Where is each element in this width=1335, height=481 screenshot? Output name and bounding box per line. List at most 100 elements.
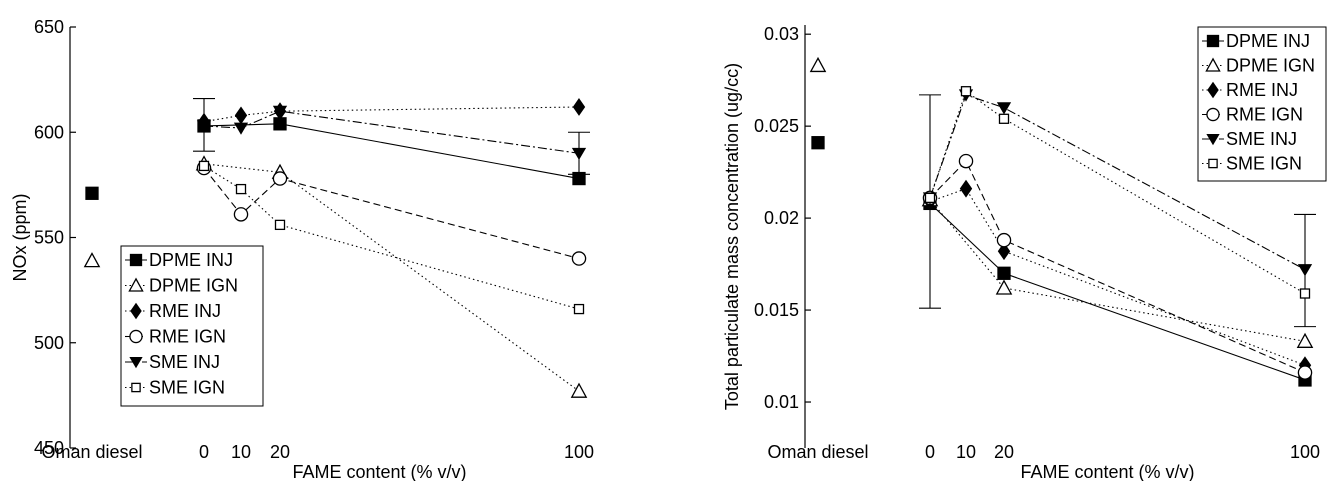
data-point [997,242,1011,261]
y-axis-label: NOx (ppm) [10,193,30,281]
legend-marker [129,329,143,344]
series-line [929,160,1306,374]
data-point [960,86,972,97]
series-line [929,202,1306,381]
legend-marker [1206,34,1220,48]
data-point [995,279,1013,295]
series-line [203,106,580,123]
legend-label: DPME IGN [149,276,238,296]
data-point [996,102,1012,115]
y-tick-label: 0.01 [764,392,799,412]
series-line [929,188,1306,366]
x-tick-label: 10 [956,442,976,462]
reference-point [83,252,101,268]
data-point [570,382,588,398]
series-sme-ign [924,86,1311,299]
reference-point [85,186,99,200]
y-tick-label: 650 [34,17,64,37]
legend-marker [130,302,142,320]
series-line [203,167,580,260]
legend-marker [1206,133,1220,146]
data-point [997,266,1011,280]
y-tick-label: 0.015 [754,300,799,320]
series-sme-inj [196,105,590,175]
legend-box [1197,26,1327,182]
nox-chart: 450 500 550 600 650 NOx (ppm) Oman diesel 0 10 20… [10,17,594,481]
legend-label: DPME INJ [149,250,233,270]
data-point [571,251,587,266]
x-axis-label: FAME content (% v/v) [292,462,466,481]
x-tick-label: Oman diesel [41,442,142,462]
x-tick-label: 100 [1290,442,1320,462]
data-point [996,232,1012,248]
legend-marker [128,277,144,292]
x-tick-label: 0 [925,442,935,462]
legend-label: SME INJ [1226,129,1297,149]
data-point [573,303,585,315]
data-point [958,153,974,169]
series-sme-ign [198,160,585,315]
data-point [571,147,587,160]
reference-point [811,136,825,150]
legend: DPME INJ DPME IGN RME INJ RME IGN SME INJ SME… [120,245,264,407]
y-tick-label: 450 [34,438,64,458]
x-tick-label: Oman diesel [767,442,868,462]
x-tick-label: 10 [231,442,251,462]
legend-marker [129,253,143,267]
data-point [235,183,247,195]
legend-label: DPME IGN [1226,56,1315,76]
legend-label: DPME INJ [1226,31,1310,51]
series-rme-ign [196,160,587,266]
legend: DPME INJ DPME IGN RME INJ RME IGN SME INJ SME… [1197,26,1327,182]
data-point [233,207,249,222]
legend-marker [1205,57,1221,72]
data-point [1297,365,1313,380]
y-tick-label: 600 [34,122,64,142]
series-dpme-ign [921,191,1314,348]
legend-marker [1206,107,1220,122]
legend-label: SME IGN [1226,154,1302,174]
series-line [203,123,580,180]
legend-marker [131,382,141,393]
data-point [1297,264,1313,277]
series-line [929,199,1306,342]
data-point [234,106,248,125]
series-line [203,110,580,154]
y-tick-label: 550 [34,228,64,248]
legend-label: RME INJ [149,301,221,321]
legend-label: RME INJ [1226,80,1298,100]
legend-label: RME IGN [149,327,226,347]
series-line [929,94,1306,271]
x-tick-label: 0 [199,442,209,462]
legend-marker [1208,158,1218,169]
data-point [272,171,288,186]
data-point [959,179,973,198]
series-dpme-inj [193,98,586,186]
legend-label: SME IGN [149,378,225,398]
x-tick-label: 20 [270,442,290,462]
y-tick-label: 0.02 [764,208,799,228]
legend-label: RME IGN [1226,105,1303,125]
legend-marker [129,356,143,369]
data-point [272,105,288,118]
y-tick-label: 0.03 [764,24,799,44]
data-point [1299,288,1311,299]
data-point [1296,332,1314,348]
data-point [572,98,586,116]
y-tick-label: 500 [34,333,64,353]
y-tick-label: 0.025 [754,116,799,136]
data-point [924,192,936,204]
x-tick-label: 100 [564,442,594,462]
data-point [198,160,210,172]
data-point [196,120,212,133]
x-tick-label: 20 [994,442,1014,462]
x-axis-label: FAME content (% v/v) [1020,462,1194,481]
series-line [929,90,1306,294]
y-axis-label: Total particulate mass concentration (ug… [722,63,742,410]
series-rme-inj [923,179,1312,375]
data-point [233,122,249,135]
legend-box [120,245,264,407]
reference-point [809,56,827,73]
particulate-chart: 0.01 0.015 0.02 0.025 0.03 Total particulate … [722,24,1327,481]
